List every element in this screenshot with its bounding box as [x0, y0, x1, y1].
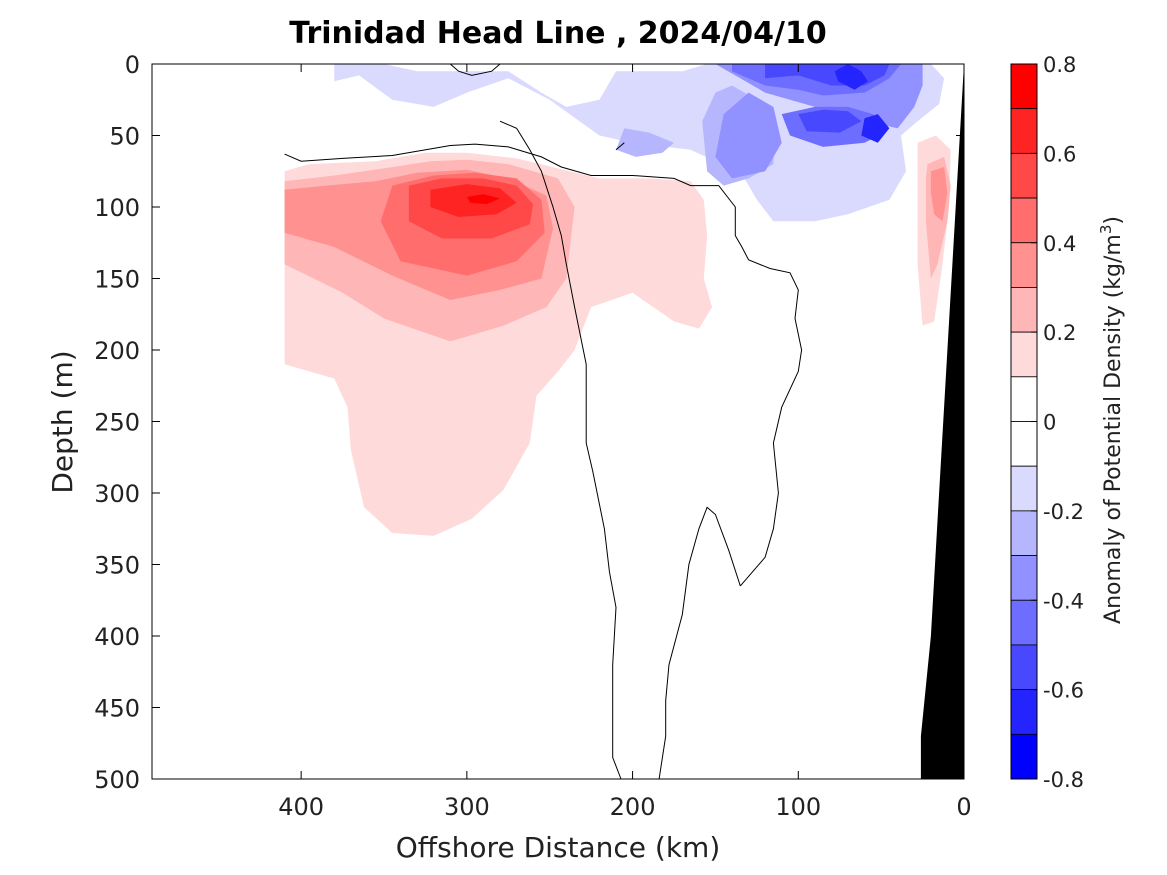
x-tick-label: 0: [956, 793, 971, 821]
colorbar-tick-label: -0.4: [1043, 589, 1084, 613]
anomaly-region: [715, 92, 782, 179]
colorbar-label: Anomaly of Potential Density (kg/m3): [1097, 216, 1126, 624]
y-tick-label: 0: [125, 51, 140, 79]
colorbar-band: [1010, 555, 1038, 601]
colorbar-band: [1010, 242, 1038, 288]
zero-contour-line: [615, 142, 625, 151]
x-axis-label: Offshore Distance (km): [396, 831, 721, 864]
zero-contour-line: [658, 506, 741, 780]
colorbar-tick-label: 0.2: [1043, 321, 1076, 345]
y-tick-label: 150: [94, 266, 140, 294]
colorbar-band: [1010, 197, 1038, 244]
zero-contour-layer: [284, 63, 803, 780]
y-tick-label: 100: [94, 194, 140, 222]
colorbar-ticks: 0.8 0.6 0.4 0.2 0 -0.2 -0.4 -0.6 -0.8: [1031, 53, 1084, 792]
y-tick-label: 300: [94, 480, 140, 508]
anomaly-region: [861, 114, 890, 143]
x-tick-label: 200: [610, 793, 656, 821]
y-tick-label: 350: [94, 552, 140, 580]
chart-title: Trinidad Head Line , 2024/04/10: [289, 16, 827, 51]
land-mask-layer: [920, 64, 964, 779]
colorbar-tick-label: -0.8: [1043, 768, 1084, 792]
colorbar-tick-label: 0.6: [1043, 142, 1076, 166]
colorbar-tick-label: -0.2: [1043, 500, 1084, 524]
colorbar-band: [1010, 108, 1038, 154]
zero-contour-line: [284, 143, 803, 587]
anomaly-region: [834, 64, 868, 90]
anomaly-region: [616, 128, 674, 157]
colorbar-tick-label: 0.8: [1043, 53, 1076, 77]
colorbar-band: [1010, 644, 1038, 691]
anomaly-region: [930, 167, 948, 222]
zero-contour-line: [499, 120, 622, 780]
x-tick-label: 300: [444, 793, 490, 821]
y-tick-label: 250: [94, 409, 140, 437]
colorbar-band: [1010, 599, 1038, 646]
colorbar-tick-label: -0.6: [1043, 679, 1084, 703]
y-tick-label: 200: [94, 337, 140, 365]
zero-contour-line: [449, 63, 501, 76]
colorbar-band: [1010, 152, 1038, 199]
colorbar-band: [1010, 287, 1038, 333]
anomaly-region: [337, 189, 365, 209]
anomaly-region: [466, 194, 500, 205]
y-tick-label: 450: [94, 695, 140, 723]
colorbar-band: [1010, 689, 1038, 735]
colorbar: 0.8 0.6 0.4 0.2 0 -0.2 -0.4 -0.6 -0.8 Anomaly of…: [1010, 53, 1126, 792]
contour-fill-layer: [284, 64, 951, 536]
x-axis-ticks: 400 300 200 100 0: [278, 64, 972, 821]
plot-area: 400 300 200 100 0 0 50 100 150 200 250 300 350 400 45…: [94, 51, 971, 821]
y-tick-label: 400: [94, 623, 140, 651]
colorbar-label-main: Anomaly of Potential Density (kg/m: [1101, 234, 1126, 624]
colorbar-tick-label: 0: [1043, 411, 1056, 435]
y-axis-label: Depth (m): [46, 350, 79, 493]
colorbar-band: [1010, 465, 1038, 512]
colorbar-band: [1010, 733, 1038, 780]
anomaly-region: [798, 109, 862, 133]
y-tick-label: 50: [109, 123, 140, 151]
x-tick-label: 100: [775, 793, 821, 821]
x-tick-label: 400: [278, 793, 324, 821]
seafloor-land-mask: [920, 64, 964, 779]
colorbar-band: [1010, 510, 1038, 556]
y-tick-label: 500: [94, 766, 140, 794]
colorbar-label-superscript: 3: [1097, 225, 1115, 235]
colorbar-band: [1010, 331, 1038, 378]
colorbar-band: [1010, 376, 1038, 422]
colorbar-tick-label: 0.4: [1043, 232, 1076, 256]
y-axis-ticks: 0 50 100 150 200 250 300 350 400 450 500: [94, 51, 964, 794]
colorbar-band: [1010, 421, 1038, 467]
colorbar-band: [1010, 63, 1038, 110]
colorbar-label-close: ): [1101, 216, 1126, 225]
